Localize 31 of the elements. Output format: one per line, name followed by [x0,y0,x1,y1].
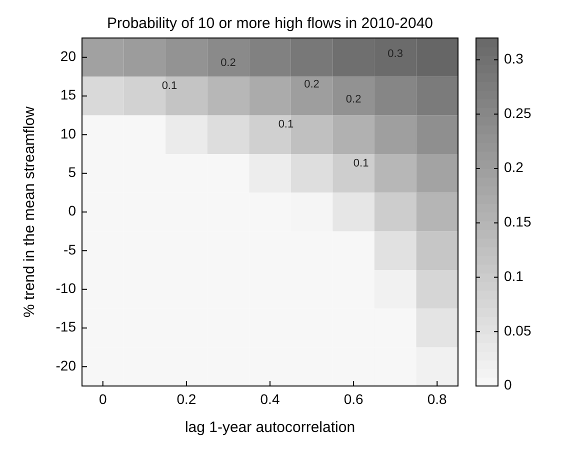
annotation: 0.2 [220,57,236,70]
color-bar-label: 0.2 [504,159,524,176]
x-axis-title: lag 1-year autocorrelation [184,419,356,436]
y-tick-label: -15 [56,318,76,335]
y-tick-label: 15 [60,86,76,103]
color-bar-label: 0.25 [504,104,532,121]
y-tick-label: -5 [64,241,76,258]
y-tick-label: -20 [56,357,76,374]
color-bar-label: 0.15 [504,214,532,230]
color-bar-label: 0 [504,376,512,393]
x-tick-label: 0.6 [344,391,364,407]
y-tick-label: 0 [68,202,76,219]
color-bar-label: 0.1 [504,268,524,284]
y-tick-label: 20 [60,48,76,64]
y-tick-label: 5 [68,164,76,180]
color-bar-label: 0.3 [504,50,524,66]
annotation: 0.3 [388,48,403,60]
x-tick-label: 0.2 [176,391,196,407]
y-axis-title: % trend in the mean streamflow [21,106,38,318]
x-tick-label: 0 [98,391,107,407]
annotation: 0.1 [162,80,178,92]
annotation: 0.1 [278,118,294,131]
color-bar-label: 0.05 [504,322,532,338]
chart-title: Probability of 10 or more high flows in 2010-2040 [106,15,434,32]
annotation: 0.2 [346,93,362,106]
x-tick-label: 0.4 [260,391,280,407]
annotation: 0.1 [353,157,369,170]
y-tick-label: 10 [60,125,76,142]
x-tick-label: 0.8 [427,391,448,407]
annotation: 0.2 [304,78,320,91]
y-tick-label: -10 [56,280,76,296]
